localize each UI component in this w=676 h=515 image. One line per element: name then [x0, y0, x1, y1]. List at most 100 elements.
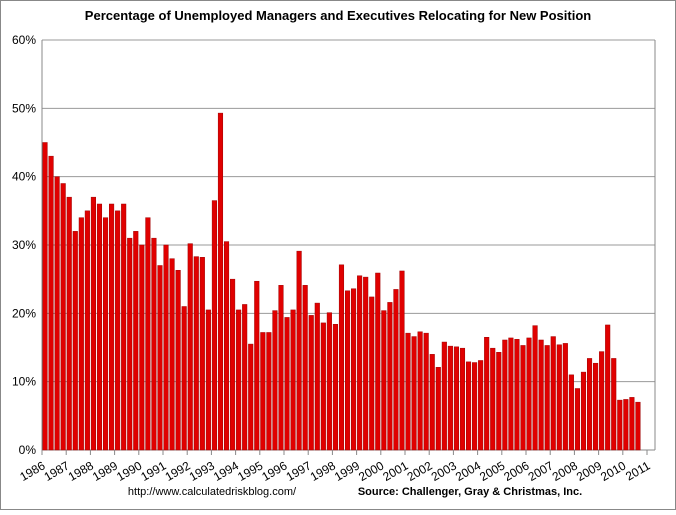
bar [532, 325, 538, 451]
bar [490, 347, 496, 451]
bar [66, 196, 72, 451]
bar [320, 322, 326, 451]
bar [496, 352, 502, 451]
bar [90, 196, 96, 451]
bar [96, 203, 103, 451]
bar [175, 270, 181, 451]
bar [351, 288, 357, 451]
bar [169, 258, 175, 451]
bar [230, 278, 236, 451]
bar [465, 361, 472, 451]
bar [314, 302, 320, 451]
bar [586, 358, 593, 451]
bar [254, 280, 260, 451]
bar [115, 210, 121, 451]
bar [357, 275, 363, 451]
bar [302, 285, 308, 451]
bar [544, 345, 550, 451]
bar [248, 343, 254, 451]
y-tick-label: 60% [12, 33, 36, 47]
bar [399, 270, 405, 451]
bar [278, 285, 284, 451]
bar [617, 399, 623, 451]
bar [205, 309, 211, 451]
bar [260, 332, 266, 451]
bar [593, 362, 599, 451]
bar [157, 265, 163, 451]
bar [635, 401, 641, 451]
bar [580, 371, 587, 451]
bar [308, 315, 314, 451]
bar [605, 324, 611, 451]
bar [574, 388, 580, 451]
bar [121, 203, 127, 451]
bar [326, 312, 332, 451]
bar [236, 309, 242, 451]
bar [84, 210, 90, 451]
bar [441, 341, 447, 451]
bar [550, 336, 556, 451]
bar [411, 336, 417, 451]
y-tick-label: 50% [12, 101, 36, 115]
bar [484, 337, 490, 451]
bar [211, 200, 217, 451]
bar [562, 343, 568, 451]
bar [133, 231, 139, 451]
bar [405, 332, 411, 451]
bar [514, 339, 520, 451]
bar [429, 354, 435, 451]
bar [187, 243, 193, 451]
bar [369, 296, 375, 451]
bar [181, 306, 187, 451]
bar [217, 112, 224, 451]
footnote-right: Source: Challenger, Gray & Christmas, In… [358, 486, 582, 498]
bar [502, 339, 508, 451]
bar [344, 290, 351, 451]
bar [199, 257, 205, 451]
y-tick-label: 40% [12, 170, 36, 184]
bar [139, 244, 145, 451]
bar [556, 344, 562, 451]
bar [508, 337, 514, 451]
bar [599, 351, 605, 451]
bar [54, 176, 60, 451]
bar [48, 155, 54, 451]
bar [538, 339, 544, 451]
bar [272, 310, 278, 451]
bar [284, 317, 290, 451]
bar [42, 142, 48, 451]
bar [338, 264, 345, 451]
bar [447, 345, 453, 451]
bar [145, 217, 151, 451]
bar [163, 244, 169, 451]
bar [423, 332, 429, 451]
bar [78, 217, 84, 451]
bar [417, 331, 423, 451]
bar [629, 397, 635, 451]
bar [478, 360, 484, 451]
bar [435, 367, 441, 451]
bar [568, 374, 574, 451]
bar [332, 324, 338, 451]
bar [102, 217, 109, 451]
bar [60, 183, 66, 451]
y-tick-label: 30% [12, 238, 36, 252]
bar [266, 332, 272, 451]
bar [296, 250, 302, 451]
bar [72, 231, 78, 451]
bar [453, 346, 459, 451]
y-tick-label: 20% [12, 306, 36, 320]
bar [193, 256, 199, 451]
bar [623, 399, 629, 451]
bar [393, 289, 399, 451]
bar [526, 337, 532, 451]
bar [242, 304, 248, 451]
bar [472, 362, 478, 451]
y-tick-label: 0% [19, 443, 37, 457]
bar [611, 358, 617, 451]
bar [109, 203, 115, 451]
bar [375, 272, 381, 451]
bar [290, 309, 296, 451]
chart-title: Percentage of Unemployed Managers and Ex… [85, 8, 591, 23]
